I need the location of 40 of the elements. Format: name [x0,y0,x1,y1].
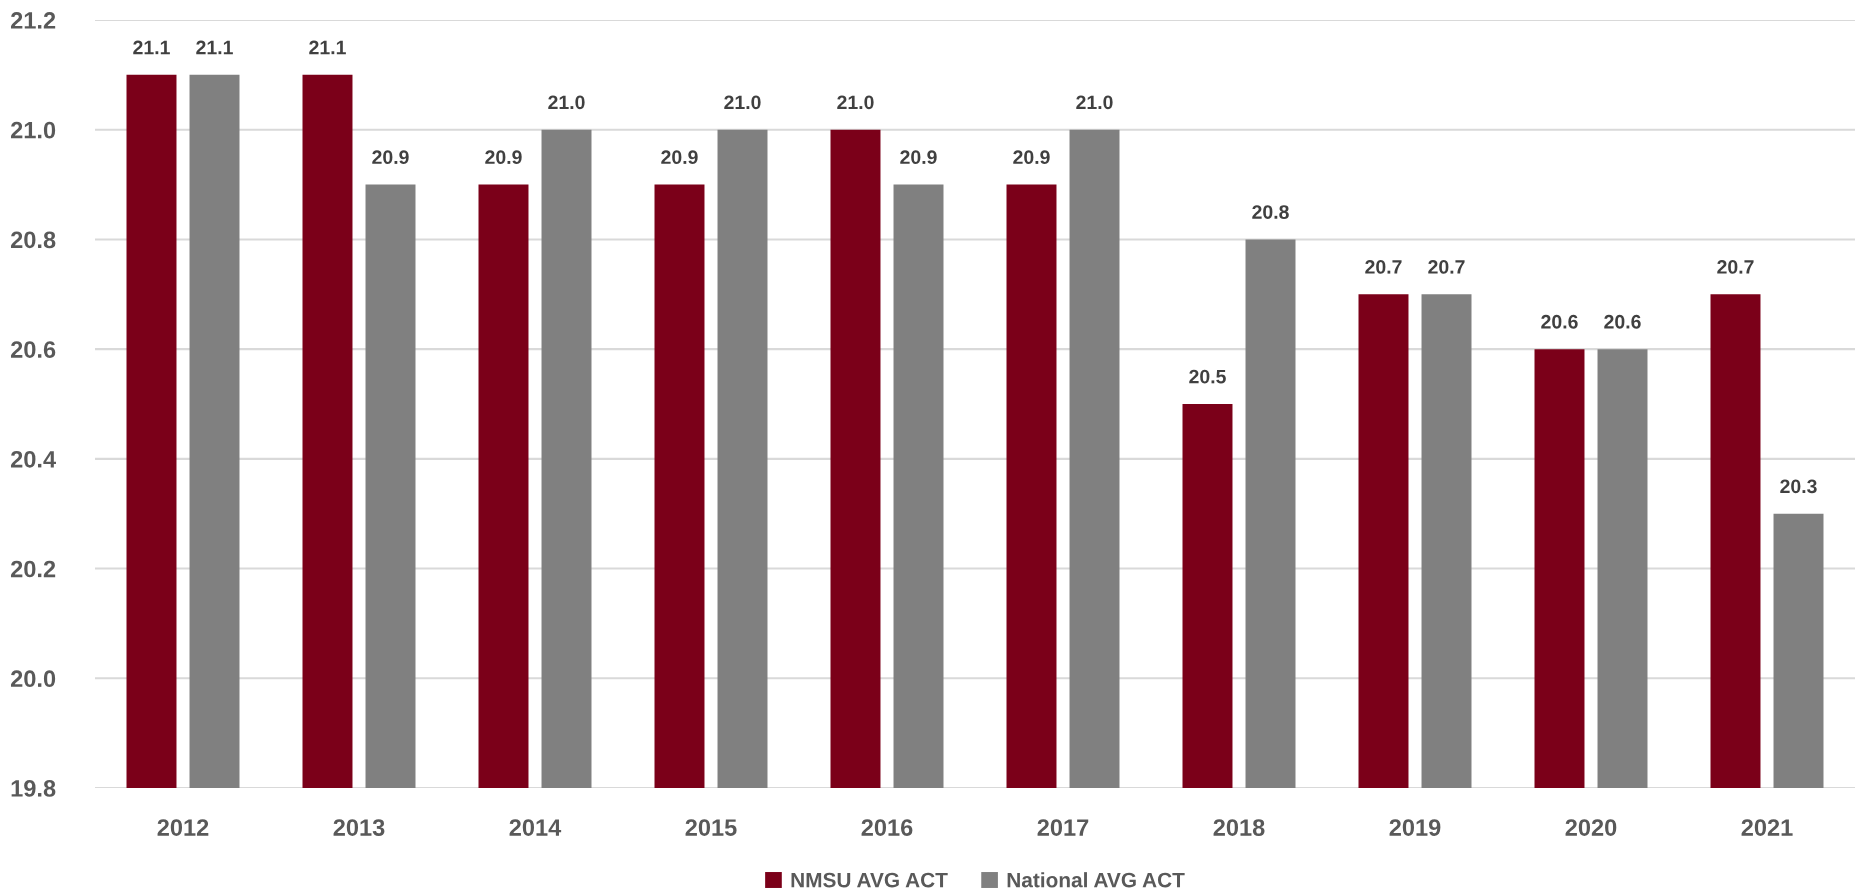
data-label: 20.7 [1365,260,1402,274]
data-label: 20.9 [372,150,409,165]
legend-label: National AVG ACT [1007,872,1185,888]
data-label: 20.8 [1252,205,1289,219]
y-tick-label: 20.4 [10,450,56,468]
x-tick-label: 2014 [509,819,562,836]
x-tick-label: 2019 [1389,819,1441,836]
x-tick-label: 2016 [861,819,913,836]
data-label: 20.6 [1541,314,1578,329]
data-label: 21.0 [837,95,874,110]
data-label: 20.5 [1189,369,1226,384]
data-label: 21.0 [724,95,761,110]
data-label: 20.9 [661,150,698,165]
data-label: 21.0 [548,95,585,110]
x-tick-label: 2012 [157,819,209,836]
x-tick-label: 2015 [685,819,737,836]
x-tick-label: 2013 [333,819,385,836]
data-label: 21.1 [133,40,170,55]
y-tick-label: 20.0 [10,670,56,688]
y-tick-label: 21.2 [10,12,56,29]
x-tick-label: 2018 [1213,819,1265,836]
x-tick-label: 2020 [1565,819,1617,836]
y-tick-label: 21.0 [10,121,56,139]
y-tick-label: 20.8 [10,231,56,249]
data-label: 20.6 [1604,314,1641,329]
data-label: 21.1 [309,40,346,55]
data-label: 20.9 [485,150,522,165]
y-tick-label: 20.6 [10,341,56,358]
data-label: 21.1 [196,40,233,55]
data-label: 20.7 [1717,260,1754,274]
x-tick-label: 2017 [1037,819,1089,836]
x-tick-label: 2021 [1741,819,1793,836]
data-label: 20.3 [1780,479,1817,494]
y-tick-label: 19.8 [11,780,56,797]
data-label: 20.9 [1013,150,1050,165]
data-label: 20.7 [1428,260,1465,274]
data-label: 20.9 [900,150,937,165]
data-label: 21.0 [1076,95,1113,110]
y-tick-label: 20.2 [10,560,56,578]
legend-label: NMSU AVG ACT [791,872,948,888]
